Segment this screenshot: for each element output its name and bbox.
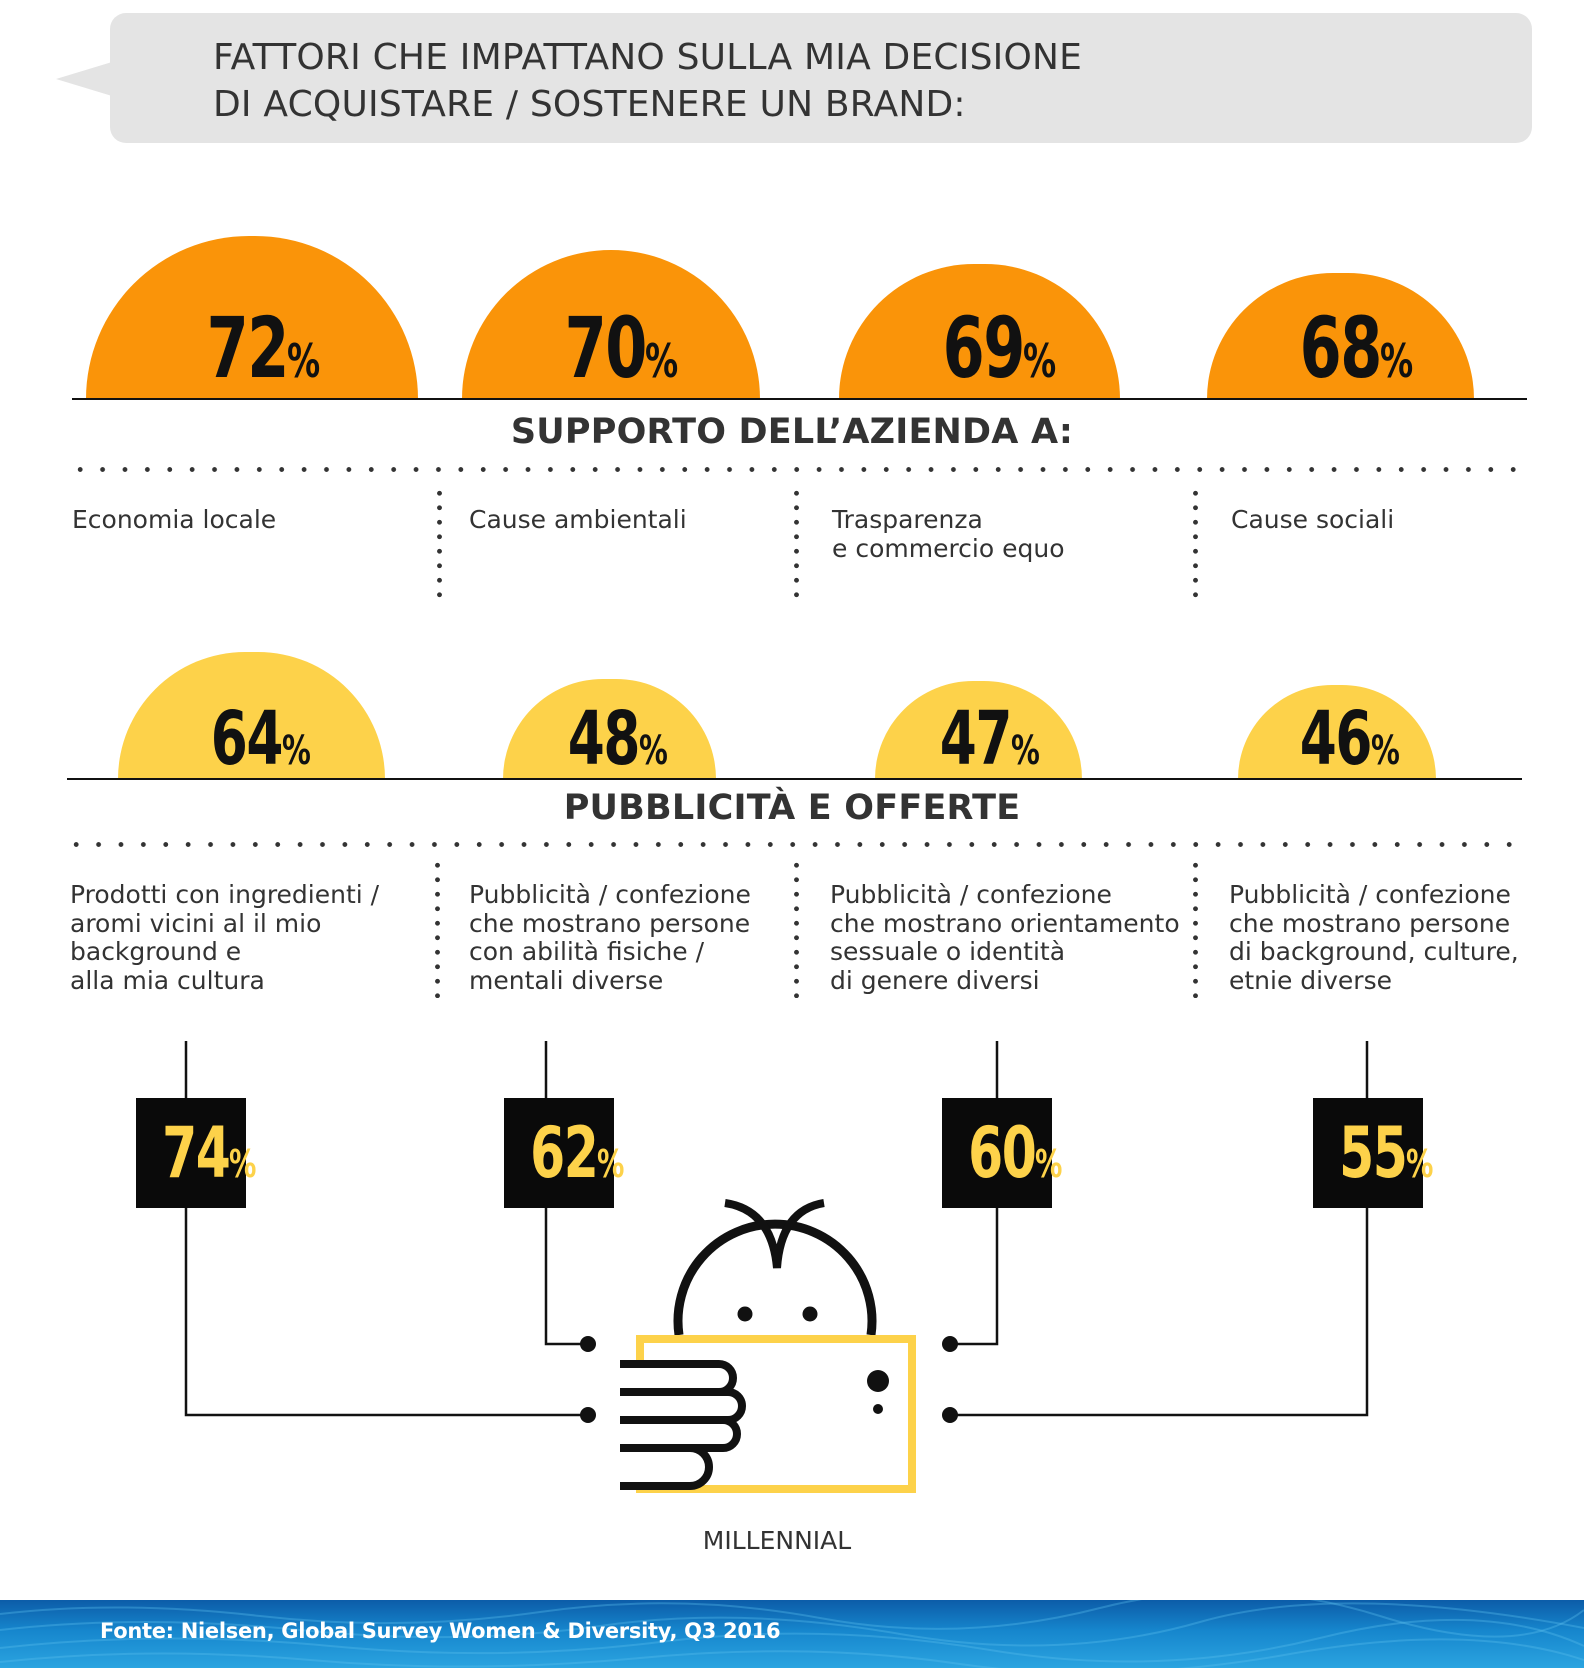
- connector-dot: [580, 1336, 596, 1352]
- label-line: che mostrano persone: [1229, 908, 1511, 938]
- label-line: che mostrano orientamento: [830, 908, 1180, 938]
- percent-sign: %: [1023, 334, 1056, 388]
- percent-2: 70%: [511, 306, 711, 403]
- percent-value: 64: [211, 696, 284, 782]
- label-line: mentali diverse: [469, 965, 664, 995]
- column-divider: [1193, 486, 1198, 606]
- label-line: Trasparenza: [832, 505, 983, 534]
- baseline-1: [72, 398, 1527, 400]
- connector-dot: [580, 1407, 596, 1423]
- millennial-illustration: [184, 1041, 1369, 1493]
- category-label-4: Cause sociali: [1231, 505, 1395, 535]
- label-line: etnie diverse: [1229, 965, 1392, 995]
- millennial-percent: 55%: [1313, 1112, 1434, 1199]
- page-title: FATTORI CHE IMPATTANO SULLA MIA DECISION…: [213, 34, 1082, 128]
- percent-value: 60: [968, 1112, 1037, 1194]
- percent-value: 55: [1339, 1112, 1408, 1194]
- millennial-percent: 62%: [504, 1112, 625, 1199]
- percent-value: 69: [942, 299, 1025, 397]
- label-line: Pubblicità / confezione: [1229, 880, 1511, 909]
- percent-value: 72: [206, 299, 289, 397]
- speech-bubble-tail: [56, 62, 112, 96]
- percent-4: 68%: [1246, 306, 1446, 403]
- millennial-box-1: 74%: [136, 1098, 257, 1208]
- percent-sign: %: [645, 334, 678, 388]
- category-label-6: Pubblicità / confezione che mostrano per…: [469, 880, 751, 995]
- label-line: che mostrano persone: [469, 908, 751, 938]
- percent-value: 48: [568, 696, 641, 782]
- millennial-percent: 74%: [136, 1112, 257, 1199]
- percent-5: 64%: [152, 702, 352, 788]
- millennial-box-4: 55%: [1313, 1098, 1434, 1208]
- column-divider: [1193, 858, 1198, 998]
- label-line: aromi vicini al il mio: [70, 908, 322, 938]
- label-line: Pubblicità / confezione: [469, 880, 751, 909]
- section-title-support: SUPPORTO DELL’AZIENDA A:: [510, 412, 1074, 452]
- category-label-2: Cause ambientali: [469, 505, 687, 535]
- label-line: Cause ambientali: [469, 505, 687, 534]
- percent-sign: %: [1371, 728, 1400, 774]
- column-divider: [794, 486, 799, 606]
- section-title-advertising: PUBBLICITÀ E OFFERTE: [563, 788, 1021, 828]
- percent-sign: %: [282, 728, 311, 774]
- label-line: con abilità fisiche /: [469, 937, 704, 966]
- footer-banner: Fonte: Nielsen, Global Survey Women & Di…: [0, 1600, 1584, 1668]
- percent-sign: %: [287, 334, 320, 388]
- millennial-box-2: 62%: [504, 1098, 625, 1208]
- percent-3: 69%: [889, 306, 1089, 403]
- percent-1: 72%: [153, 306, 353, 403]
- percent-value: 46: [1300, 696, 1373, 782]
- percent-7: 47%: [881, 702, 1081, 788]
- label-line: sessuale o identità: [830, 937, 1066, 966]
- label-line: Cause sociali: [1231, 505, 1395, 534]
- speech-bubble: [110, 13, 1532, 143]
- label-line: e commercio equo: [832, 533, 1065, 563]
- percent-sign: %: [1406, 1142, 1433, 1186]
- title-line-1: FATTORI CHE IMPATTANO SULLA MIA DECISION…: [213, 37, 1083, 78]
- connector-dot: [942, 1407, 958, 1423]
- percent-value: 74: [162, 1112, 231, 1194]
- percent-sign: %: [597, 1142, 624, 1186]
- millennial-percent: 60%: [942, 1112, 1063, 1199]
- percent-sign: %: [1035, 1142, 1062, 1186]
- percent-sign: %: [229, 1142, 256, 1186]
- percent-value: 62: [530, 1112, 599, 1194]
- label-line: di genere diversi: [830, 965, 1040, 995]
- title-line-2: DI ACQUISTARE / SOSTENERE UN BRAND:: [213, 84, 966, 125]
- label-line: background e: [70, 937, 242, 966]
- label-line: di background, culture,: [1229, 937, 1519, 966]
- percent-6: 48%: [509, 702, 709, 788]
- category-label-7: Pubblicità / confezione che mostrano ori…: [830, 880, 1180, 995]
- category-label-3: Trasparenza e commercio equo: [832, 505, 1065, 563]
- baseline-2: [67, 778, 1522, 780]
- column-divider: [435, 858, 440, 998]
- percent-sign: %: [1380, 334, 1413, 388]
- percent-value: 68: [1299, 299, 1382, 397]
- column-divider: [794, 858, 799, 998]
- label-line: Prodotti con ingredienti /: [70, 880, 380, 909]
- dotted-divider: [65, 842, 1527, 847]
- percent-value: 70: [564, 299, 647, 397]
- label-line: Economia locale: [72, 505, 277, 534]
- millennial-label: MILLENNIAL: [702, 1526, 852, 1555]
- connector-dot: [942, 1336, 958, 1352]
- category-label-1: Economia locale: [72, 505, 277, 535]
- label-line: Pubblicità / confezione: [830, 880, 1112, 909]
- percent-8: 46%: [1241, 702, 1441, 788]
- percent-sign: %: [1011, 728, 1040, 774]
- column-divider: [437, 486, 442, 606]
- percent-sign: %: [639, 728, 668, 774]
- source-note: Fonte: Nielsen, Global Survey Women & Di…: [100, 1619, 781, 1643]
- percent-value: 47: [940, 696, 1013, 782]
- label-line: alla mia cultura: [70, 965, 265, 995]
- category-label-8: Pubblicità / confezione che mostrano per…: [1229, 880, 1519, 995]
- wave-pattern: [0, 1600, 1584, 1668]
- category-label-5: Prodotti con ingredienti / aromi vicini …: [70, 880, 380, 995]
- millennial-box-3: 60%: [942, 1098, 1063, 1208]
- dotted-divider: [69, 467, 1531, 472]
